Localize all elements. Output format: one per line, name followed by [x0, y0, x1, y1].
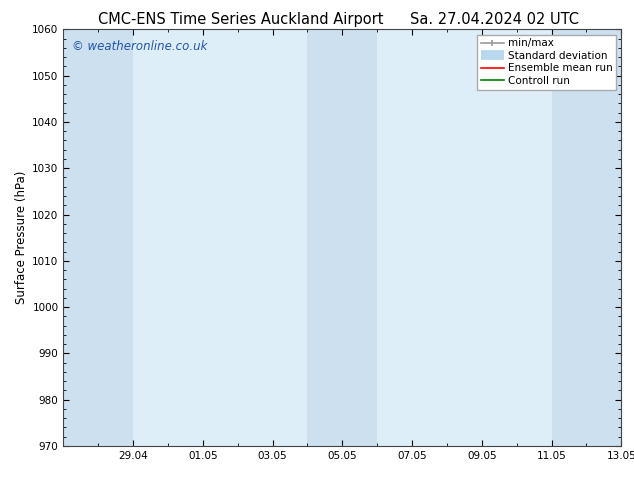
Bar — [63, 29, 133, 446]
Bar — [552, 29, 621, 446]
Bar — [307, 29, 377, 446]
Text: Sa. 27.04.2024 02 UTC: Sa. 27.04.2024 02 UTC — [410, 12, 579, 27]
Text: © weatheronline.co.uk: © weatheronline.co.uk — [72, 40, 207, 53]
Text: CMC-ENS Time Series Auckland Airport: CMC-ENS Time Series Auckland Airport — [98, 12, 384, 27]
Y-axis label: Surface Pressure (hPa): Surface Pressure (hPa) — [15, 171, 28, 304]
Legend: min/max, Standard deviation, Ensemble mean run, Controll run: min/max, Standard deviation, Ensemble me… — [477, 35, 616, 90]
